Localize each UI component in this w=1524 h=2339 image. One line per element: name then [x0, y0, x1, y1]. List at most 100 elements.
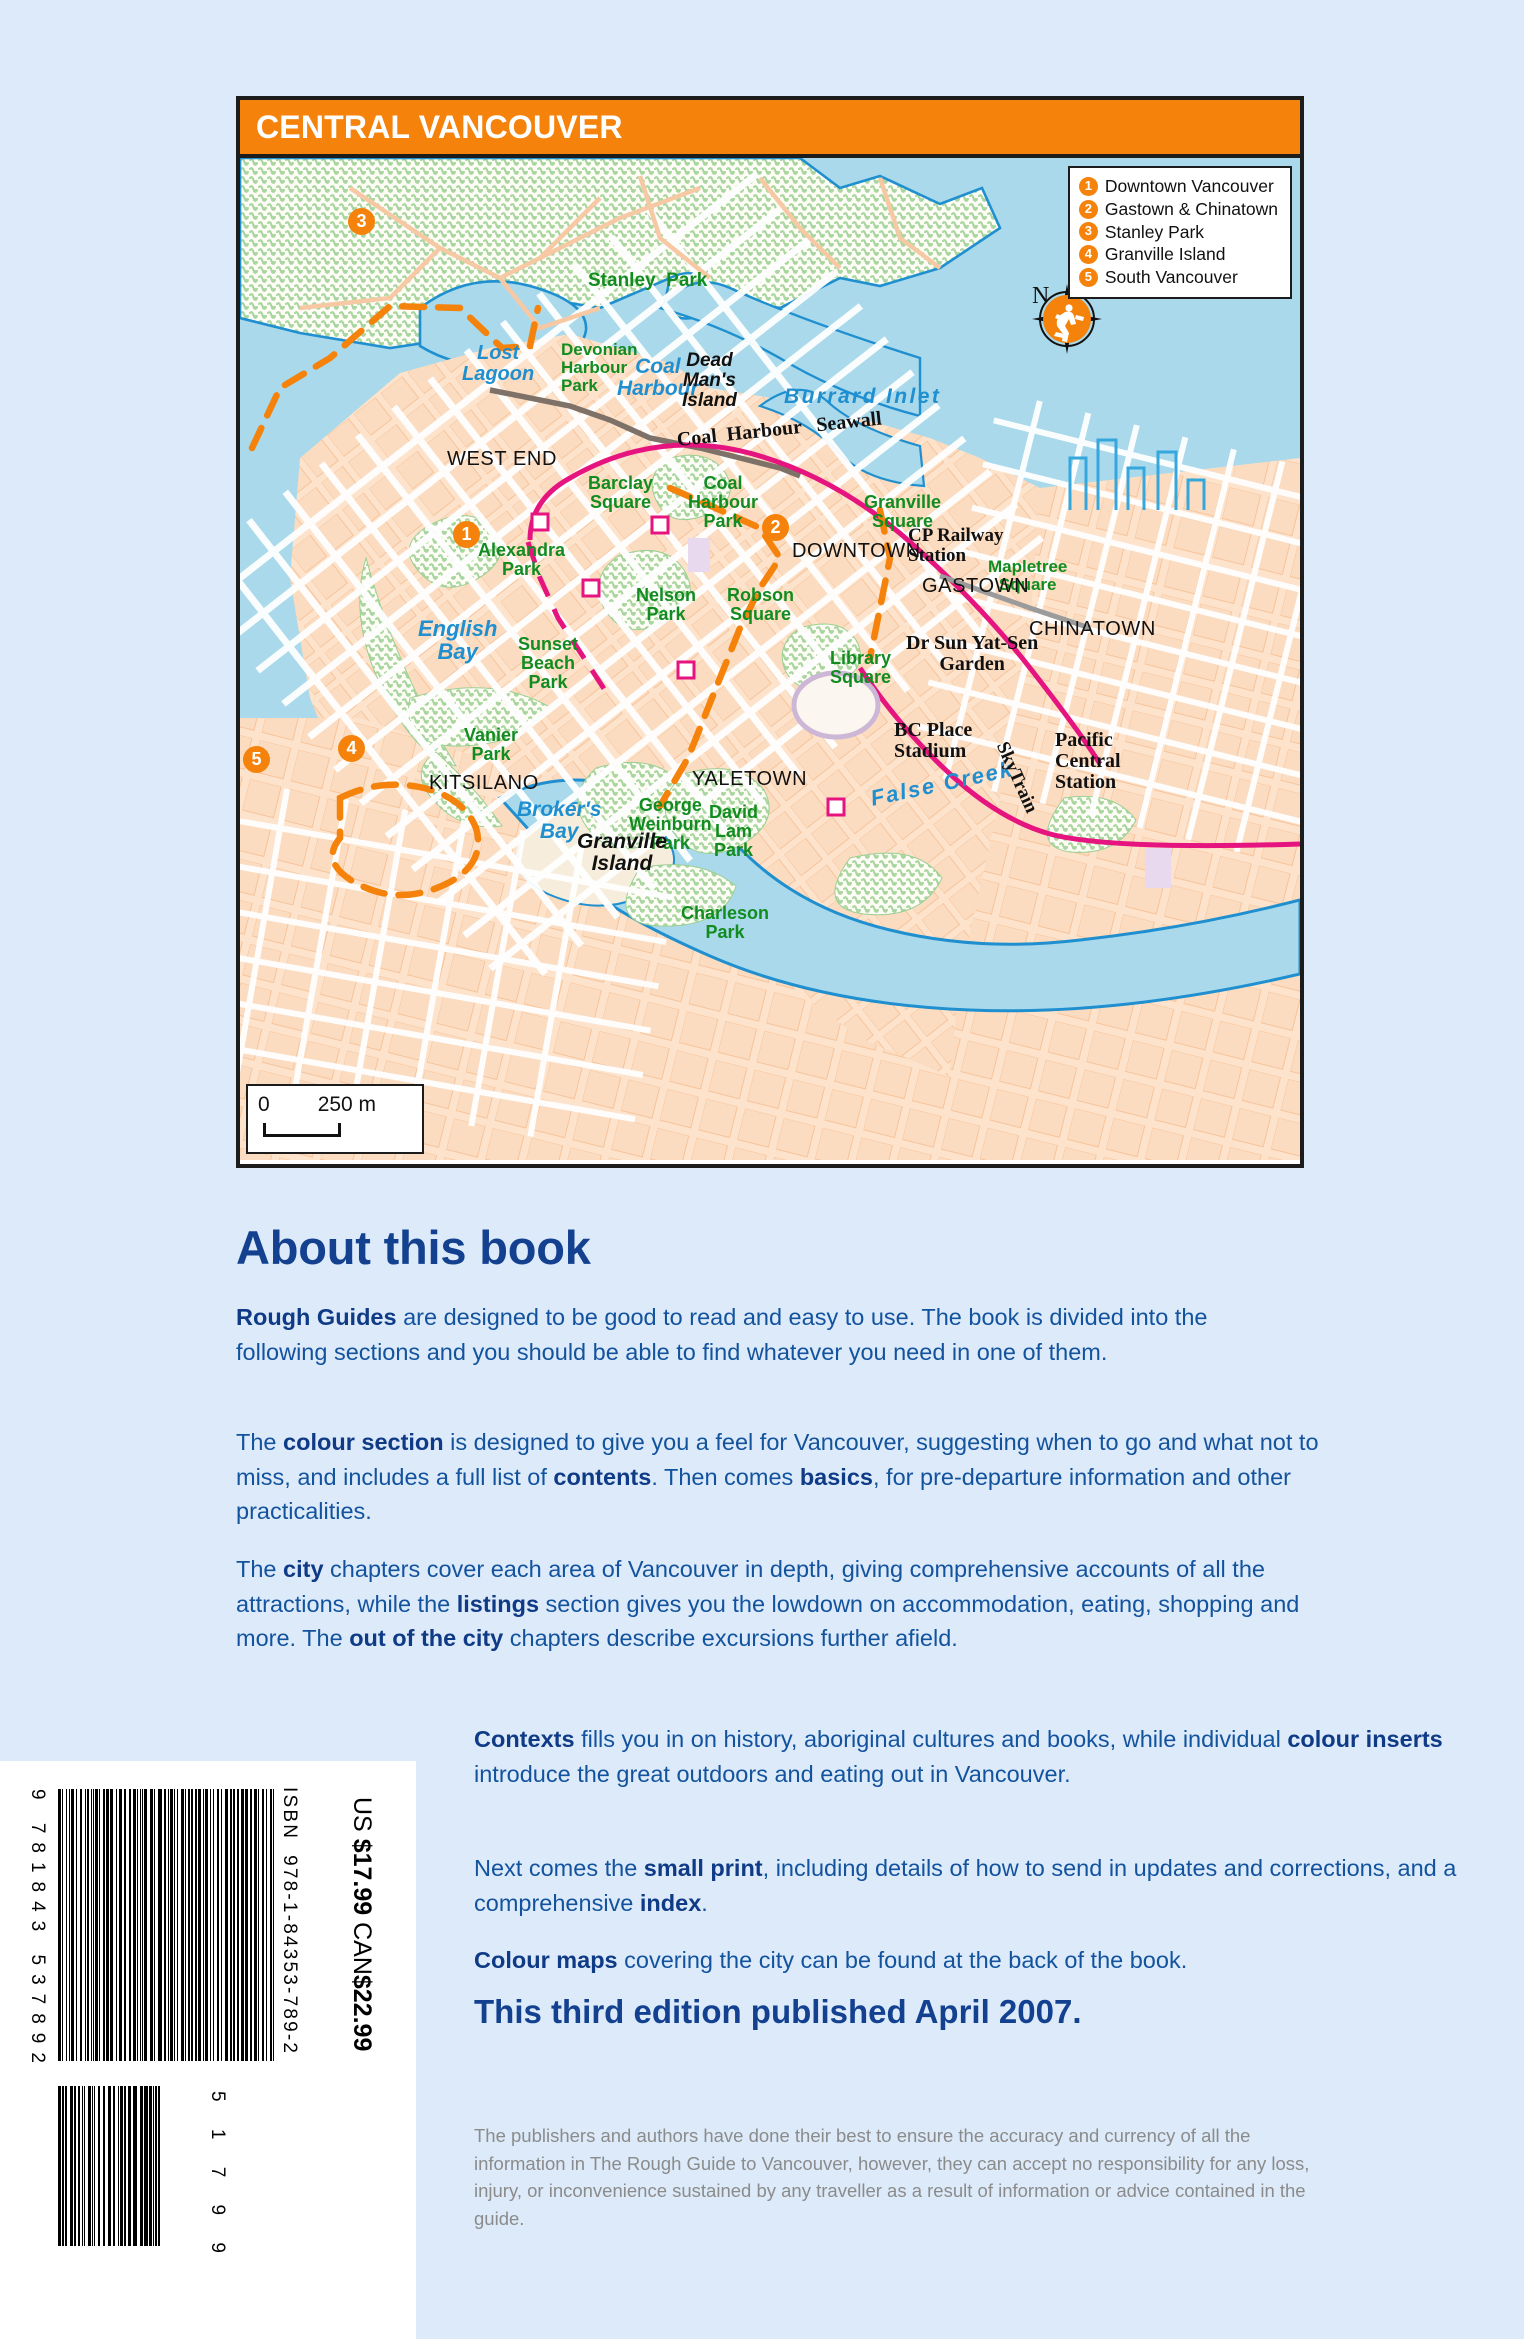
map-park-label: Robson Square: [727, 585, 794, 625]
barcode-bar: [185, 1789, 187, 2061]
barcode-bar: [188, 1789, 191, 2061]
central-vancouver-map: CENTRAL VANCOUVER: [236, 96, 1304, 1168]
body-text: are designed to be good to read and easy…: [236, 1304, 1208, 1365]
barcode-bar: [177, 1789, 179, 2061]
paragraph-colour-maps: Colour maps covering the city can be fou…: [474, 1943, 1474, 1978]
barcode-bar: [250, 1789, 252, 2061]
map-poi-label: Pacific Central Station: [1055, 729, 1121, 794]
body-text: The: [236, 1556, 284, 1582]
legend-pin-1: 1: [1078, 176, 1098, 196]
barcode-bar: [88, 2086, 91, 2246]
map-vector-base: [240, 158, 1300, 1160]
emphasis-text: out of the city: [349, 1625, 504, 1651]
scale-zero: 0: [258, 1093, 270, 1116]
legend-item-1[interactable]: 1 Downtown Vancouver: [1078, 175, 1278, 198]
barcode-bar: [95, 1789, 98, 2061]
barcode-bar: [62, 2086, 64, 2246]
barcode-bar: [230, 1789, 232, 2061]
map-water-label: Broker's Bay: [517, 798, 602, 844]
map-park-label: Charleson Park: [681, 903, 770, 943]
body-text: chapters describe excursions further afi…: [503, 1625, 958, 1651]
barcode-bar: [173, 1789, 176, 2061]
emphasis-text: small print: [643, 1855, 763, 1881]
barcode-bar: [213, 1789, 215, 2061]
legend-item-3[interactable]: 3 Stanley Park: [1078, 221, 1278, 244]
paragraph-city-chapters: The city chapters cover each area of Van…: [236, 1552, 1326, 1656]
isbn-label: ISBN 978-1-84353-789-2: [279, 1787, 300, 2056]
map-marker-5[interactable]: 5: [243, 746, 270, 773]
emphasis-text: Colour maps: [474, 1947, 618, 1973]
barcode-bar: [273, 1789, 274, 2061]
price-segment: US: [348, 1797, 376, 1839]
ean-13-barcode: [58, 1789, 276, 2061]
map-park-label: David Lam Park: [709, 802, 759, 861]
body-text: is designed to give you a feel for Vanco…: [236, 1429, 1319, 1490]
map-marker-2[interactable]: 2: [762, 514, 789, 541]
barcode-bar: [240, 1789, 244, 2061]
barcode-bar: [139, 1789, 141, 2061]
barcode-bar: [110, 1789, 114, 2061]
map-district-label: GASTOWN: [922, 575, 1030, 597]
barcode-bar: [202, 1789, 204, 2061]
map-marker-4[interactable]: 4: [338, 735, 365, 762]
edition-statement: This third edition published April 2007.: [474, 1993, 1082, 2030]
barcode-bar: [225, 1789, 229, 2061]
legend-pin-2: 2: [1078, 199, 1098, 219]
map-district-label: CHINATOWN: [1029, 618, 1156, 640]
map-district-label: YALETOWN: [692, 768, 808, 790]
map-park-label: Stanley Park: [588, 270, 708, 291]
legend-item-5[interactable]: 5 South Vancouver: [1078, 266, 1278, 289]
map-marker-3[interactable]: 3: [348, 208, 375, 235]
barcode-bar: [76, 1789, 78, 2061]
emphasis-text: colour section: [283, 1429, 444, 1455]
legend-pin-3: 3: [1078, 222, 1098, 242]
legend-item-2[interactable]: 2 Gastown & Chinatown: [1078, 198, 1278, 221]
map-canvas[interactable]: N: [240, 158, 1300, 1160]
map-marker-1[interactable]: 1: [453, 521, 480, 548]
barcode-bar: [253, 1789, 257, 2061]
ean-addon-digits-label: 5 1 7 9 9: [207, 2091, 228, 2264]
legend-item-4[interactable]: 4 Granville Island: [1078, 243, 1278, 266]
barcode-bar: [69, 1789, 71, 2061]
barcode-bar: [118, 1789, 123, 2061]
legend-pin-5: 5: [1078, 267, 1098, 287]
barcode-bar: [198, 1789, 201, 2061]
barcode-bar: [92, 1789, 94, 2061]
body-text: introduce the great outdoors and eating …: [474, 1760, 1071, 1787]
barcode-bar: [141, 1789, 143, 2061]
price-segment: $22.99: [348, 1974, 376, 2052]
map-park-label: Mapletree Square: [988, 557, 1068, 595]
price-label: US $17.99 CAN$22.99: [347, 1797, 376, 2051]
scale-ruler: [263, 1123, 341, 1137]
barcode-bar: [149, 1789, 153, 2061]
map-park-label: George Weinburn Park: [629, 795, 712, 854]
about-this-book-heading: About this book: [236, 1221, 591, 1274]
map-district-label: WEST END: [447, 448, 557, 470]
barcode-bar: [98, 1789, 100, 2061]
map-district-label: DOWNTOWN: [792, 540, 921, 562]
price-segment: $17.99: [348, 1838, 376, 1916]
emphasis-text: contents: [553, 1463, 652, 1490]
barcode-panel: 9 781843 537892 5 1 7 9 9 ISBN 978-1-843…: [0, 1761, 416, 2339]
map-title-bar: CENTRAL VANCOUVER: [240, 100, 1300, 158]
running-figure-icon: [1032, 284, 1102, 354]
ean-5-bars: [58, 2086, 216, 2246]
barcode-bar: [244, 1789, 249, 2061]
map-poi-label: Granville Island: [577, 830, 667, 876]
map-water-label: Lost Lagoon: [462, 342, 535, 386]
barcode-bar: [236, 1789, 239, 2061]
map-poi-label: BC Place Stadium: [894, 719, 973, 763]
emphasis-text: Contexts: [474, 1726, 575, 1752]
price-segment: CAN: [348, 1915, 376, 1975]
legend-label-2: Gastown & Chinatown: [1104, 198, 1278, 219]
body-text: covering the city can be found at the ba…: [617, 1947, 1188, 1973]
body-text: .: [701, 1889, 708, 1916]
map-park-label: Alexandra Park: [478, 540, 566, 580]
barcode-bar: [205, 1789, 208, 2061]
body-text: . Then comes: [651, 1463, 800, 1490]
barcode-bar: [92, 2086, 93, 2246]
emphasis-text: city: [283, 1556, 324, 1582]
barcode-bar: [232, 1789, 235, 2061]
barcode-bar: [132, 1789, 137, 2061]
legend-label-1: Downtown Vancouver: [1104, 176, 1274, 196]
